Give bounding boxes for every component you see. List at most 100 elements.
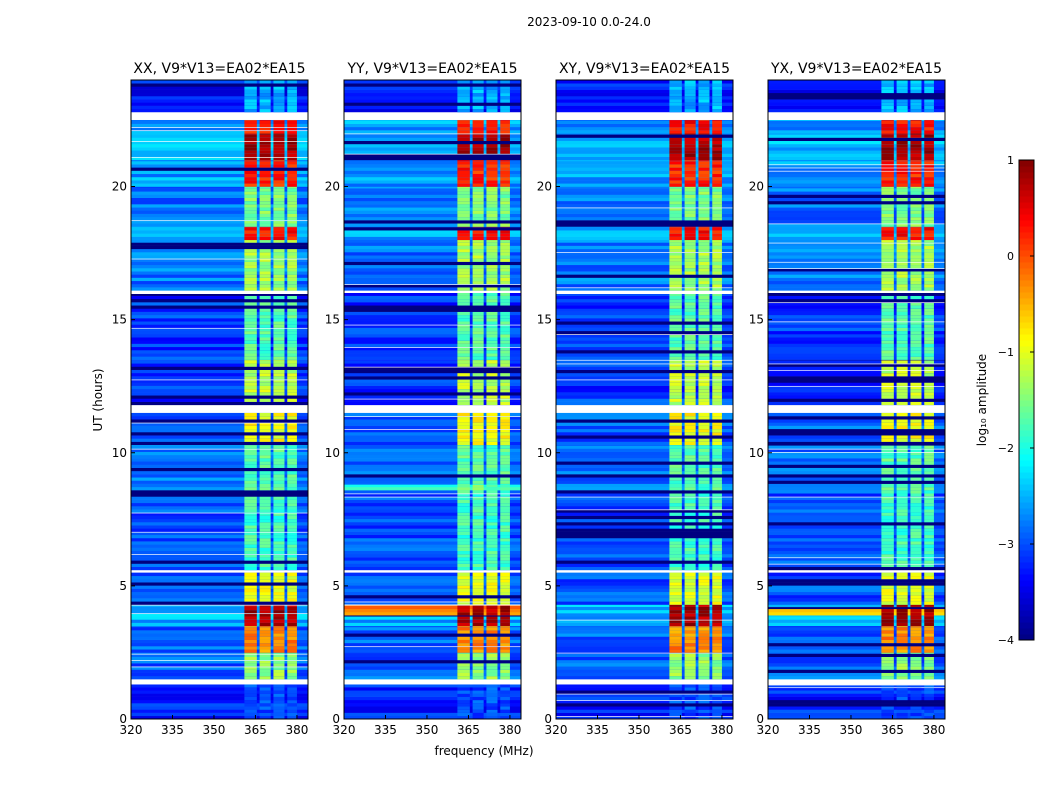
rfi-cell — [698, 242, 710, 246]
rfi-cell — [684, 470, 696, 475]
rfi-cell — [472, 311, 484, 316]
rfi-cell — [273, 213, 285, 218]
rfi-cell — [684, 133, 696, 135]
rfi-cell — [684, 186, 696, 189]
heatmap-cell — [556, 696, 733, 701]
rfi-cell — [881, 690, 894, 694]
rfi-cell — [244, 334, 257, 338]
heatmap-cell — [344, 134, 521, 138]
rfi-cell — [472, 200, 484, 205]
rfi-cell — [698, 646, 710, 650]
heatmap-cell — [344, 274, 521, 278]
rfi-cell — [259, 515, 271, 520]
rfi-cell — [244, 537, 257, 542]
rfi-cell — [457, 200, 470, 205]
rfi-cell — [244, 675, 257, 680]
rfi-cell — [259, 258, 271, 262]
rfi-cell — [500, 258, 510, 262]
rfi-cell — [457, 454, 470, 459]
rfi-cell — [881, 258, 894, 262]
rfi-cell — [924, 626, 934, 631]
rfi-cell — [486, 585, 498, 589]
rfi-cell — [472, 340, 484, 344]
rfi-cell — [712, 86, 722, 90]
rfi-cell — [500, 712, 510, 717]
rfi-cell — [486, 493, 498, 497]
heatmap-cell — [131, 636, 308, 640]
heatmap-cell — [768, 311, 945, 316]
flagged-line — [344, 324, 521, 326]
rfi-cell — [910, 588, 922, 593]
rfi-cell — [698, 137, 710, 142]
rfi-cell — [669, 376, 682, 380]
rfi-cell — [244, 226, 257, 228]
rfi-cell — [486, 311, 498, 316]
rfi-cell — [910, 239, 922, 243]
rfi-cell — [244, 140, 257, 145]
rfi-cell — [669, 314, 682, 319]
heatmap-cell — [131, 183, 308, 187]
heatmap-cell — [768, 220, 945, 224]
rfi-cell — [684, 236, 696, 241]
rfi-cell — [472, 398, 484, 402]
rfi-cell — [259, 512, 271, 516]
rfi-cell — [500, 183, 510, 187]
rfi-cell — [881, 541, 894, 545]
heatmap-cell — [344, 346, 521, 351]
heatmap-cell — [344, 388, 521, 393]
heatmap-cell — [556, 188, 733, 192]
rfi-cell — [273, 264, 285, 269]
heatmap-cell — [556, 226, 733, 231]
rfi-cell — [259, 287, 271, 291]
rfi-cell — [910, 324, 922, 328]
heatmap-cell — [556, 557, 733, 561]
rfi-cell — [457, 180, 470, 184]
heatmap-cell — [344, 591, 521, 596]
rfi-cell — [896, 280, 908, 285]
rfi-cell — [712, 502, 722, 507]
rfi-cell — [881, 251, 894, 256]
heatmap-cell — [768, 684, 945, 688]
rfi-cell — [287, 486, 297, 491]
heatmap-cell — [344, 314, 521, 319]
flagged-band — [556, 290, 733, 293]
rfi-cell — [486, 652, 498, 654]
rfi-cell — [500, 663, 510, 667]
rfi-cell — [910, 611, 922, 616]
rfi-cell — [684, 636, 696, 640]
heatmap-cell — [344, 594, 521, 599]
rfi-cell — [684, 372, 696, 377]
rfi-cell — [712, 83, 722, 87]
rfi-cell — [472, 363, 484, 367]
rfi-cell — [924, 525, 934, 529]
rfi-cell — [896, 150, 908, 154]
heatmap-cell — [768, 293, 945, 296]
rfi-cell — [698, 376, 710, 380]
rfi-cell — [486, 334, 498, 338]
rfi-cell — [273, 626, 285, 631]
rfi-cell — [244, 359, 257, 361]
rfi-cell — [669, 392, 682, 396]
rfi-cell — [684, 486, 696, 491]
rfi-cell — [684, 669, 696, 673]
rfi-cell — [457, 258, 470, 262]
rfi-cell — [287, 330, 297, 335]
rfi-cell — [684, 176, 696, 181]
rfi-cell — [273, 428, 285, 433]
rfi-cell — [881, 611, 894, 616]
rfi-cell — [924, 604, 934, 607]
rfi-cell — [273, 230, 285, 234]
rfi-cell — [881, 314, 894, 319]
heatmap-cell — [344, 675, 521, 680]
rfi-cell — [924, 360, 934, 364]
rfi-cell — [486, 349, 498, 354]
rfi-cell — [712, 156, 722, 161]
heatmap-cell — [131, 213, 308, 218]
rfi-cell — [472, 277, 484, 282]
rfi-cell — [500, 582, 510, 586]
rfi-cell — [924, 226, 934, 231]
rfi-cell — [259, 186, 271, 189]
rfi-cell — [500, 438, 510, 442]
rfi-cell — [486, 582, 498, 586]
rfi-cell — [698, 261, 710, 266]
